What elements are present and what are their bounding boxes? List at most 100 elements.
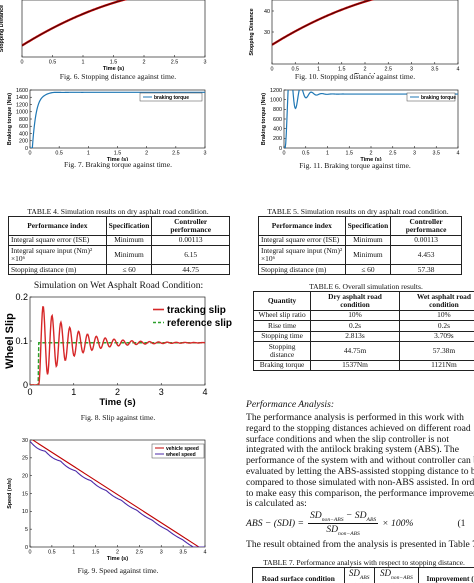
x-tick-label: 2.5 (172, 150, 180, 156)
y-tick-label: 0.2 (15, 292, 28, 302)
x-tick-label: 1 (72, 549, 75, 555)
figure: 0 0.5 1 1.5 2 2.5 3 3.5 4 30 40 Time (s) Stopping Di… (249, 0, 460, 74)
table-row: Stopping distance (m) ≤ 60 44.75 (8, 264, 230, 276)
after-text: The result obtained from the analysis is… (246, 539, 474, 550)
table-cell: Minimum (105, 234, 153, 247)
x-axis-label: Time (s) (103, 66, 124, 72)
table-row: Braking torque 1537Nm 1121Nm (252, 359, 474, 372)
x-tick-label: 2.5 (171, 59, 179, 65)
plot-curve (30, 306, 205, 385)
figure: 0 0.5 1 1.5 2 2.5 3 Time (s) Stopping Distance (0, 0, 207, 72)
legend-box (139, 92, 203, 102)
y-tick-label: 800 (19, 117, 28, 123)
x-tick-label: 3 (159, 387, 164, 397)
y-tick-label: 200 (273, 136, 282, 142)
x-tick-label: 2 (370, 150, 373, 156)
eq-fraction: SDnon−ABS − SDABS SDnon−ABS (307, 510, 379, 537)
legend-label: reference slip (167, 318, 232, 329)
y-axis-label: Wheel Slip (4, 313, 16, 369)
table-cell: Integral square error (ISE) (8, 234, 107, 247)
y-axis-label: Stopping Distance (0, 5, 5, 52)
x-tick-label: 3.5 (179, 549, 187, 555)
x-tick-label: 2.5 (385, 66, 393, 72)
paragraph-line: regard to the stopping distances achieve… (246, 422, 471, 434)
y-tick-label: 1200 (16, 102, 28, 108)
x-tick-label: 1 (326, 150, 329, 156)
table: Performance index Specification Controller… (8, 216, 230, 276)
table-cell: Wheel slip ratio (252, 309, 312, 322)
eq-sub: non−ABS (338, 530, 360, 537)
table-cell: 1537Nm (310, 359, 400, 372)
y-axis-label: Speed (m/s) (7, 478, 13, 509)
table-cell: Minimum (344, 234, 392, 247)
eq-den: SD (326, 523, 339, 535)
plot-lines (30, 440, 205, 547)
table-cell: Rise time (252, 320, 312, 332)
paragraph-line: performance of the system with and witho… (246, 455, 474, 467)
heading-text: Performance Analysis (246, 399, 331, 410)
y-tick-label: 30 (264, 30, 270, 36)
table-cell: Braking torque (252, 359, 312, 372)
table-cell: Integral square input (Nm)² ×10⁶ (8, 245, 107, 266)
plot-lines (30, 306, 205, 385)
figure-caption: Fig. 7. Braking torque against time. (64, 160, 172, 169)
y-tick-label: 0 (23, 380, 28, 390)
table-cell: Stopping distance (252, 341, 312, 361)
header-cell: Road surface condition (252, 567, 345, 583)
x-tick-label: 0 (283, 150, 286, 156)
y-tick-label: 1000 (16, 110, 28, 116)
y-axis-label: Braking torque (Nm) (7, 93, 13, 145)
table-caption: TABLE 7. Performance analysis with respe… (263, 558, 465, 567)
symbol-sub: non−ABS (390, 574, 413, 581)
paragraph-line: integrated with the antilock braking sys… (246, 444, 459, 456)
table-caption: TABLE 5. Simulation results on dry aspha… (267, 207, 449, 216)
table-row: Integral square input (Nm)² ×10⁶ Minimum 4… (258, 245, 462, 266)
paragraph-line: compared to those simulated with non-ABS… (246, 476, 474, 488)
x-tick-label: 1.5 (346, 150, 354, 156)
y-tick-label: 1600 (16, 88, 28, 94)
table-cell: 2.813s (310, 330, 400, 343)
x-tick-label: 3 (204, 150, 207, 156)
x-tick-label: 4 (204, 549, 207, 555)
header-cell: SDABS(m) (343, 567, 375, 583)
equation: ABS − (SDI) = SDnon−ABS − SDABS SDnon−AB… (246, 510, 465, 537)
table-cell: 57.38 (390, 264, 462, 276)
eq-lhs: ABS − (SDI) = (246, 517, 304, 529)
paragraph-line: is calculated as: (246, 498, 307, 510)
table-cell: 1121Nm (398, 359, 474, 372)
section-heading: Simulation on Wet Asphalt Road Condition… (33, 280, 204, 291)
table-cell: 0.2s (310, 320, 400, 332)
y-tick-label: 1200 (270, 88, 282, 94)
symbol-sub: ABS (359, 574, 370, 581)
unit: (m) (354, 581, 365, 583)
y-axis-label: Braking torque (Nm) (261, 93, 267, 145)
table-row: Stopping distance (m) ≤ 60 57.38 (258, 264, 462, 276)
table-header-row: Quantity Dry asphalt road condition Wet as… (252, 291, 474, 311)
table-cell: 0.2s (398, 320, 474, 332)
y-tick-label: 400 (19, 131, 28, 137)
legend-box (151, 443, 205, 459)
eq-num: SD (309, 510, 322, 521)
x-tick-label: 1.5 (338, 66, 346, 72)
eq-sub: non−ABS (321, 516, 344, 523)
x-tick-label: 1.5 (92, 549, 100, 555)
x-tick-label: 0.5 (49, 59, 57, 65)
y-tick-label: 30 (22, 438, 28, 444)
figure-caption: Fig. 11. Braking torque against time. (299, 161, 411, 170)
x-tick-label: 0.5 (48, 549, 56, 555)
table-cell: Stopping distance (m) (8, 264, 107, 276)
legend-label: tracking slip (167, 305, 226, 316)
eq-tail: × 100% (382, 517, 414, 529)
figure: 0 0.5 1 1.5 2 2.5 3 3.5 4 0 200 400 600 800 1000 1200 Ti… (261, 88, 460, 161)
table-caption: TABLE 4. Simulation results on dry aspha… (27, 207, 209, 216)
y-tick-label: 5 (25, 527, 28, 533)
figure-caption: Fig. 6. Stopping distance against time. (59, 72, 177, 81)
x-tick-label: 3.5 (431, 66, 439, 72)
table-cell: 6.15 (151, 245, 230, 266)
plot-curve (272, 0, 372, 46)
x-tick-label: 0 (27, 387, 32, 397)
table-cell: 10% (398, 309, 474, 322)
table-cell: 44.75m (310, 341, 400, 361)
table-cell: 4.453 (390, 245, 462, 266)
